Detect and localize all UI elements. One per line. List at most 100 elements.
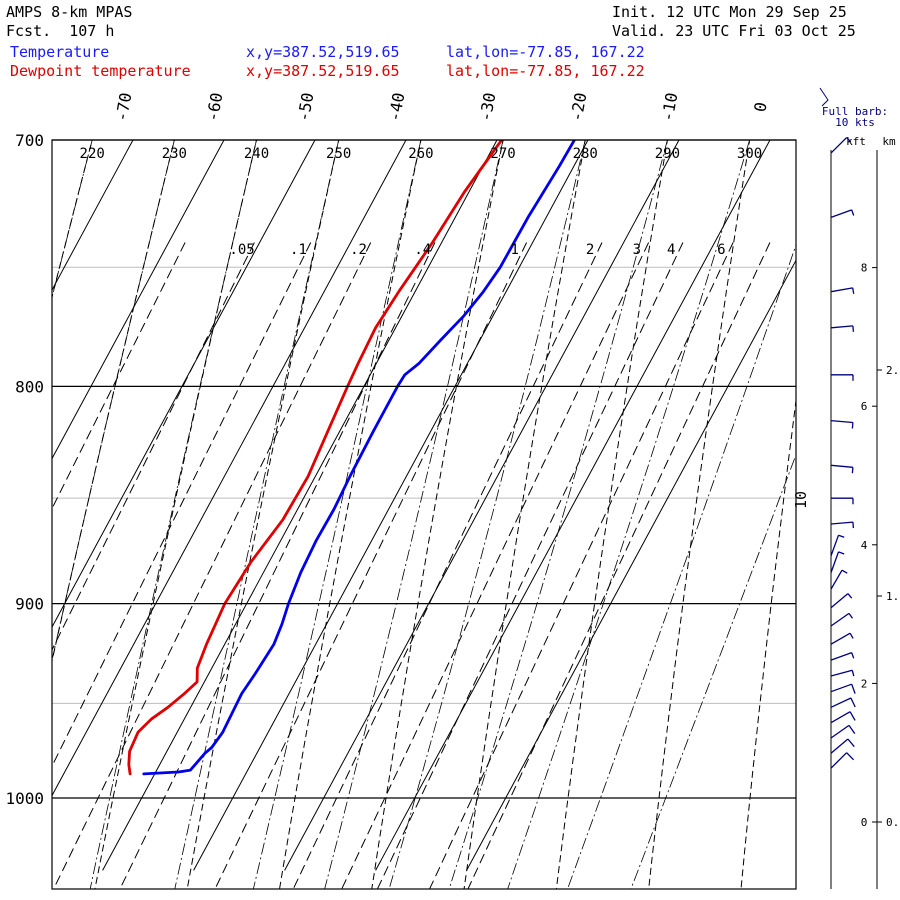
wind-barb <box>830 711 856 724</box>
wind-barb <box>830 669 855 677</box>
mixing-ratio-line <box>52 242 312 768</box>
wind-barb <box>831 374 854 381</box>
wind-barb <box>830 651 855 661</box>
isotherm-label: -50 <box>294 91 318 123</box>
isotherm-line <box>52 140 134 292</box>
kft-tick-label: 6 <box>861 400 868 413</box>
wind-barb <box>830 738 855 754</box>
mixing-ratio-line <box>52 242 255 651</box>
dry-adiabat-line <box>463 140 586 889</box>
theta-label: 300 <box>737 146 762 162</box>
kft-tick-label: 2 <box>861 677 868 690</box>
mixing-ratio-line <box>119 242 436 889</box>
isotherm-line <box>284 140 680 871</box>
full-barb-units: 10 kts <box>835 116 875 129</box>
wind-barb <box>830 287 855 294</box>
mixing-ratio-line <box>467 242 771 889</box>
legend-dewpoint-xy: x,y=387.52,519.65 <box>246 62 400 80</box>
mixing-ratio-label: 1 <box>510 242 518 258</box>
wind-barb <box>830 521 855 529</box>
mixing-ratio-label: .05 <box>229 242 254 258</box>
legend-temperature-xy: x,y=387.52,519.65 <box>246 43 400 61</box>
pressure-tick-label: 700 <box>15 131 44 150</box>
isotherm-line <box>52 140 316 629</box>
side-value-label: 10 <box>792 491 810 509</box>
theta-label: 220 <box>80 146 105 162</box>
theta-label: 260 <box>408 146 433 162</box>
isotherm-label: -40 <box>385 91 409 123</box>
mixing-ratio-line <box>429 242 734 889</box>
mixing-ratio-label: .2 <box>350 242 367 258</box>
dry-adiabat-line <box>186 140 340 889</box>
wind-barb <box>831 497 854 505</box>
mixing-ratio-label: .1 <box>290 242 307 258</box>
mixing-ratio-label: 2 <box>586 242 594 258</box>
init-time: Init. 12 UTC Mon 29 Sep 25 <box>612 3 847 21</box>
moist-adiabat-line <box>388 140 586 889</box>
legend-dewpoint-latlon: lat,lon=-77.85, 167.22 <box>446 62 645 80</box>
theta-label: 240 <box>244 146 269 162</box>
wind-barb <box>830 569 848 590</box>
wind-barb <box>830 534 845 557</box>
plot-frame <box>51 139 797 890</box>
wind-barb <box>830 683 856 694</box>
isotherm-label: -20 <box>567 91 591 123</box>
dewpoint-profile-line <box>127 140 503 776</box>
wind-barb <box>830 209 855 219</box>
moist-adiabat-line <box>252 140 422 889</box>
isotherm-line <box>102 140 498 871</box>
legend-temperature: Temperature <box>10 43 110 61</box>
pressure-tick-label: 900 <box>15 595 44 614</box>
isotherm-label: 0 <box>750 101 770 114</box>
wind-barb <box>830 752 855 769</box>
theta-label: 230 <box>162 146 187 162</box>
wind-barb <box>830 551 845 573</box>
moist-adiabat-line <box>324 140 504 889</box>
moist-adiabat-line <box>567 243 796 889</box>
isotherm-label: -30 <box>476 91 500 123</box>
moist-adiabat-line <box>52 140 175 662</box>
mixing-ratio-label: 3 <box>633 242 641 258</box>
pressure-tick-label: 800 <box>15 377 44 396</box>
legend-dewpoint: Dewpoint temperature <box>10 62 191 80</box>
isotherm-line <box>52 140 225 460</box>
moist-adiabat-line <box>507 140 750 889</box>
pressure-tick-label: 1000 <box>5 789 44 808</box>
wind-barb <box>830 325 855 332</box>
dry-adiabat-line <box>279 140 422 889</box>
km-tick-label: 0. <box>886 816 899 829</box>
mixing-ratio-label: 4 <box>667 242 675 258</box>
isotherm-line <box>52 140 407 797</box>
mixing-ratio-label: .4 <box>414 242 431 258</box>
wind-barb <box>830 593 853 609</box>
kft-unit-label: kft <box>846 135 866 148</box>
wind-barb <box>830 419 854 429</box>
theta-label: 270 <box>490 146 515 162</box>
dry-adiabat-line <box>371 140 504 889</box>
isotherm-line <box>0 140 42 870</box>
km-tick-label: 1. <box>886 590 899 603</box>
theta-label: 250 <box>326 146 351 162</box>
wind-barb <box>830 697 856 708</box>
dry-adiabat-line <box>740 397 796 889</box>
model-title: AMPS 8-km MPAS <box>6 3 133 21</box>
mixing-ratio-line <box>214 242 528 889</box>
temperature-profile-line <box>142 140 576 776</box>
isotherm-line <box>375 140 771 871</box>
isotherm-label: -60 <box>203 91 227 123</box>
mixing-ratio-line <box>52 242 372 889</box>
moist-adiabat-line <box>174 140 340 889</box>
isotherm-line <box>193 140 589 871</box>
valid-time: Valid. 23 UTC Fri 03 Oct 25 <box>612 22 856 40</box>
dry-adiabat-line <box>555 140 668 889</box>
km-unit-label: km <box>882 135 896 148</box>
mixing-ratio-line <box>376 242 684 889</box>
forecast-hour: Fcst. 107 h <box>6 22 115 40</box>
mixing-ratio-line <box>292 242 603 889</box>
mixing-ratio-line <box>341 242 650 889</box>
wind-barb <box>830 632 854 645</box>
legend-temperature-latlon: lat,lon=-77.85, 167.22 <box>446 43 645 61</box>
isotherm-label: -70 <box>112 91 136 123</box>
sample-barb-icon <box>819 87 829 107</box>
mixing-ratio-line <box>52 242 186 510</box>
